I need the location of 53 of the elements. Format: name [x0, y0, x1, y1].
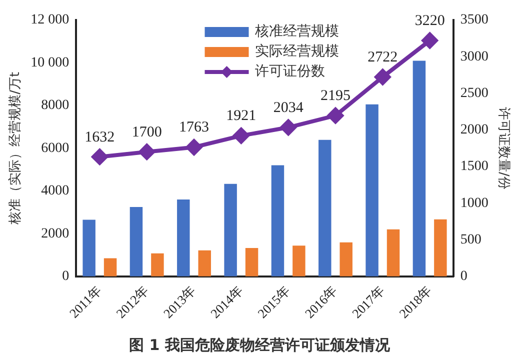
data-label: 2722: [368, 49, 398, 66]
text: 图 1 我国危险废物经营许可证颁发情况: [129, 336, 391, 354]
y2-tick-label: 1500: [460, 159, 488, 174]
data-label: 3220: [414, 12, 445, 29]
bar: [82, 220, 96, 276]
point: [280, 119, 296, 136]
y2-tick-label: 3500: [460, 12, 488, 28]
bar: [151, 253, 164, 276]
bar: [292, 246, 306, 276]
bar: [386, 229, 400, 276]
point: [92, 148, 108, 165]
data-label: 1632: [84, 129, 115, 146]
y-tick-label: 10 000: [30, 55, 70, 70]
y-tick-label: 6000: [41, 140, 70, 156]
y2-tick-label: 0: [460, 269, 468, 284]
point: [327, 108, 344, 124]
legend-label: 核准经营规模: [254, 24, 339, 40]
bar: [130, 206, 143, 276]
data-label: 1921: [226, 108, 256, 124]
bar: [340, 242, 352, 276]
y2-tick-label: 2500: [460, 86, 488, 101]
bar: [271, 165, 284, 276]
y2-tick-label: 2000: [460, 122, 488, 138]
bar: [318, 140, 332, 276]
bar: [366, 104, 378, 276]
point: [233, 128, 250, 144]
y2-tick-label: 500: [460, 232, 482, 248]
legend-label: 实际经营规模: [254, 44, 339, 60]
bar: [434, 219, 447, 276]
y-axis-title: 核准（实际）经营规模/万t: [8, 72, 24, 226]
data-label: 1763: [179, 120, 210, 136]
y-tick-label: 0: [62, 269, 70, 284]
data-label: 2034: [273, 100, 304, 116]
bar: [412, 60, 426, 276]
legend-label: 许可证份数: [254, 64, 325, 80]
data-label: 1700: [132, 124, 162, 140]
bar: [177, 199, 190, 276]
y2-tick-label: 3000: [460, 49, 488, 64]
bar: [224, 184, 237, 276]
point: [186, 139, 202, 156]
y-tick-label: 4000: [41, 184, 70, 199]
data-label: 2195: [320, 88, 350, 104]
y-tick-label: 8000: [41, 98, 70, 114]
y-tick-label: 2000: [41, 226, 70, 242]
bar: [198, 250, 211, 276]
point: [422, 32, 438, 49]
bar: [245, 248, 258, 276]
y2-axis-title: 许可证数量/份: [496, 107, 511, 190]
point: [138, 144, 155, 160]
y2-tick-label: 1000: [460, 196, 488, 211]
y-tick-label: 12 000: [30, 12, 70, 28]
point: [374, 68, 391, 85]
bar: [104, 258, 117, 276]
